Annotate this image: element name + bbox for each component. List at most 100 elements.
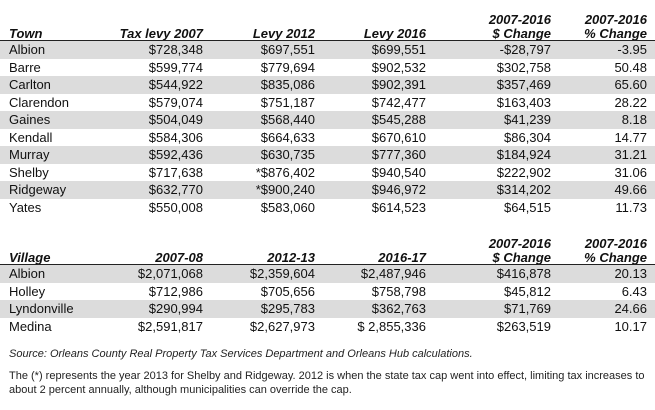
header-divider <box>0 264 655 265</box>
header-2007-08: 2007-08 <box>155 250 203 265</box>
header-village: Village <box>9 250 51 265</box>
levy-a-cell: $712,986 <box>148 283 203 299</box>
percent-change-cell: 10.17 <box>614 318 647 334</box>
table-row: Albion $728,348 $697,551 $699,551 -$28,797 -3… <box>0 41 655 59</box>
name-cell: Murray <box>9 147 50 162</box>
name-cell: Holley <box>9 283 46 299</box>
levy-a-cell: $592,436 <box>148 147 203 162</box>
header-2016-17: 2016-17 <box>378 250 426 265</box>
levy-a-cell: $290,994 <box>148 301 203 316</box>
levy-c-cell: $614,523 <box>371 199 426 215</box>
levy-b-cell: $630,735 <box>260 147 315 162</box>
header-dollar-change: $ Change <box>492 26 551 41</box>
levy-b-cell: $697,551 <box>260 42 315 57</box>
name-cell: Shelby <box>9 164 49 180</box>
levy-b-cell: $705,656 <box>260 283 315 299</box>
levy-c-cell: $ 2,855,336 <box>357 318 426 334</box>
name-cell: Carlton <box>9 77 51 92</box>
table-row: Holley $712,986 $705,656 $758,798 $45,812 6.4… <box>0 283 655 301</box>
percent-change-cell: 6.43 <box>621 283 647 299</box>
dollar-change-cell: $45,812 <box>504 283 551 299</box>
table-row: Kendall $584,306 $664,633 $670,610 $86,304 14… <box>0 129 655 147</box>
levy-b-cell: $835,086 <box>260 77 315 92</box>
header-levy-2012: Levy 2012 <box>252 26 315 41</box>
levy-a-cell: $632,770 <box>148 182 203 197</box>
dollar-change-cell: $314,202 <box>496 182 551 197</box>
levy-a-cell: $584,306 <box>148 129 203 145</box>
name-cell: Lyndonville <box>9 301 74 316</box>
header-percent-change: % Change <box>584 26 647 41</box>
levy-a-cell: $504,049 <box>148 112 203 127</box>
town-rows: Albion $728,348 $697,551 $699,551 -$28,797 -3… <box>0 41 655 216</box>
header-percent-change-years: 2007-2016 <box>584 236 647 251</box>
table-row: Lyndonville $290,994 $295,783 $362,763 $71,7… <box>0 300 655 318</box>
header-2012-13: 2012-13 <box>267 250 315 265</box>
table-row: Carlton $544,922 $835,086 $902,391 $357,469 6… <box>0 76 655 94</box>
name-cell: Clarendon <box>9 94 69 110</box>
header-tax-levy-2007: Tax levy 2007 <box>119 26 203 41</box>
header-dollar-change-years: 2007-2016 <box>488 12 551 27</box>
table-row: Yates $550,008 $583,060 $614,523 $64,515 11.7… <box>0 199 655 217</box>
dollar-change-cell: $357,469 <box>496 77 551 92</box>
footnote: The (*) represents the year 2013 for She… <box>9 370 645 396</box>
levy-b-cell: $568,440 <box>260 112 315 127</box>
dollar-change-cell: $163,403 <box>496 94 551 110</box>
dollar-change-cell: $222,902 <box>496 164 551 180</box>
source-note: Source: Orleans County Real Property Tax… <box>9 348 473 360</box>
percent-change-cell: 20.13 <box>614 266 647 281</box>
dollar-change-cell: -$28,797 <box>499 42 551 57</box>
header-divider <box>0 40 655 41</box>
levy-b-cell: $751,187 <box>260 94 315 110</box>
levy-c-cell: $742,477 <box>371 94 426 110</box>
table-row: Albion $2,071,068 $2,359,604 $2,487,946 $416… <box>0 265 655 283</box>
levy-a-cell: $550,008 <box>148 199 203 215</box>
percent-change-cell: 11.73 <box>615 199 647 215</box>
name-cell: Yates <box>9 199 42 215</box>
percent-change-cell: 65.60 <box>614 77 647 92</box>
table-row: Barre $599,774 $779,694 $902,532 $302,758 50.… <box>0 59 655 77</box>
header-dollar-change-years: 2007-2016 <box>488 236 551 251</box>
village-table-header: Village 2007-08 2012-13 2016-17 2007-201… <box>0 233 655 265</box>
levy-b-cell: *$876,402 <box>255 164 315 180</box>
percent-change-cell: 31.21 <box>614 147 647 162</box>
percent-change-cell: 24.66 <box>614 301 647 316</box>
percent-change-cell: 31.06 <box>614 164 647 180</box>
dollar-change-cell: $71,769 <box>504 301 551 316</box>
header-percent-change-years: 2007-2016 <box>584 12 647 27</box>
levy-c-cell: $362,763 <box>371 301 426 316</box>
name-cell: Albion <box>9 42 46 57</box>
levy-c-cell: $758,798 <box>371 283 426 299</box>
header-dollar-change: $ Change <box>492 250 551 265</box>
dollar-change-cell: $416,878 <box>496 266 551 281</box>
dollar-change-cell: $302,758 <box>496 59 551 75</box>
levy-a-cell: $2,591,817 <box>137 318 203 334</box>
dollar-change-cell: $263,519 <box>496 318 551 334</box>
levy-c-cell: $2,487,946 <box>360 266 426 281</box>
name-cell: Ridgeway <box>9 182 67 197</box>
dollar-change-cell: $41,239 <box>504 112 551 127</box>
levy-b-cell: $779,694 <box>260 59 315 75</box>
table-row: Medina $2,591,817 $2,627,973 $ 2,855,336 $26… <box>0 318 655 336</box>
table-row: Clarendon $579,074 $751,187 $742,477 $163,40… <box>0 94 655 112</box>
levy-b-cell: $583,060 <box>260 199 315 215</box>
percent-change-cell: 8.18 <box>621 112 647 127</box>
village-levy-table: Village 2007-08 2012-13 2016-17 2007-201… <box>0 233 655 335</box>
town-levy-table: Town Tax levy 2007 Levy 2012 Levy 2016 2… <box>0 6 655 216</box>
levy-a-cell: $717,638 <box>148 164 203 180</box>
percent-change-cell: -3.95 <box>617 42 647 57</box>
table-row: Shelby $717,638 *$876,402 $940,540 $222,902 3… <box>0 164 655 182</box>
levy-b-cell: *$900,240 <box>255 182 315 197</box>
dollar-change-cell: $184,924 <box>496 147 551 162</box>
name-cell: Medina <box>9 318 52 334</box>
levy-a-cell: $728,348 <box>148 42 203 57</box>
percent-change-cell: 50.48 <box>614 59 647 75</box>
table-row: Gaines $504,049 $568,440 $545,288 $41,239 8.1… <box>0 111 655 129</box>
header-percent-change: % Change <box>584 250 647 265</box>
percent-change-cell: 14.77 <box>614 129 647 145</box>
name-cell: Albion <box>9 266 46 281</box>
name-cell: Gaines <box>9 112 51 127</box>
dollar-change-cell: $64,515 <box>504 199 551 215</box>
levy-b-cell: $295,783 <box>260 301 315 316</box>
levy-a-cell: $2,071,068 <box>137 266 203 281</box>
table-row: Ridgeway $632,770 *$900,240 $946,972 $314,20… <box>0 181 655 199</box>
